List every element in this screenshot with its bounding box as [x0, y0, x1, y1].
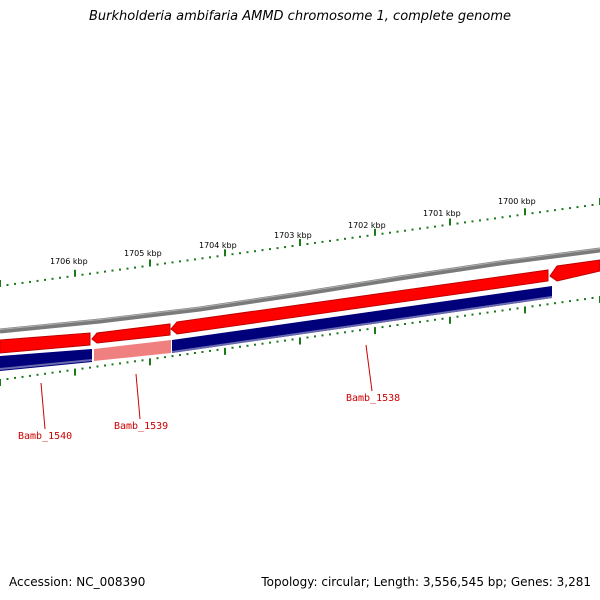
leader-line-bamb-1538 [365, 344, 373, 392]
gene-label-bamb-1539[interactable]: Bamb_1539 [114, 421, 168, 432]
gene-arrow-bamb-1538[interactable] [170, 269, 549, 335]
scale-label-1705: 1705 kbp [124, 249, 162, 258]
gene-leader-lines [40, 344, 373, 430]
leader-line-bamb-1539 [135, 373, 141, 420]
inner-scale-ticks [0, 296, 600, 386]
scale-label-1703: 1703 kbp [274, 231, 312, 240]
scale-label-1700: 1700 kbp [498, 197, 536, 206]
gene-arrow[interactable] [0, 332, 91, 354]
cds-bar-edge [0, 359, 93, 370]
scale-labels: 1706 kbp 1705 kbp 1704 kbp 1703 kbp 1702… [50, 197, 536, 266]
scale-label-1702: 1702 kbp [348, 221, 386, 230]
chromosome-backbone-highlight [0, 248, 600, 330]
scale-label-1706: 1706 kbp [50, 257, 88, 266]
gene-labels: Bamb_1540 Bamb_1539 Bamb_1538 [18, 393, 400, 442]
scale-label-1701: 1701 kbp [423, 209, 461, 218]
gene-arrow-bamb-1539[interactable] [91, 323, 171, 344]
outer-scale-ticks [0, 198, 600, 287]
genome-summary-text: Topology: circular; Length: 3,556,545 bp… [261, 575, 591, 589]
leader-line-bamb-1540 [40, 382, 46, 430]
cds-bar-edge [171, 296, 553, 353]
cds-bar[interactable] [0, 349, 92, 371]
cds-bar-bamb-1538[interactable] [172, 286, 552, 353]
forward-strand-features [0, 259, 600, 354]
genome-title: Burkholderia ambifaria AMMD chromosome 1… [88, 9, 512, 24]
scale-label-1704: 1704 kbp [199, 241, 237, 250]
inner-strand-features [0, 286, 553, 371]
gene-label-bamb-1540[interactable]: Bamb_1540 [18, 431, 72, 442]
accession-text: Accession: NC_008390 [9, 575, 146, 589]
cds-bar-bamb-1539[interactable] [94, 340, 171, 361]
gene-arrow[interactable] [549, 259, 600, 282]
gene-label-bamb-1538[interactable]: Bamb_1538 [346, 393, 400, 404]
chromosome-backbone [0, 247, 600, 334]
